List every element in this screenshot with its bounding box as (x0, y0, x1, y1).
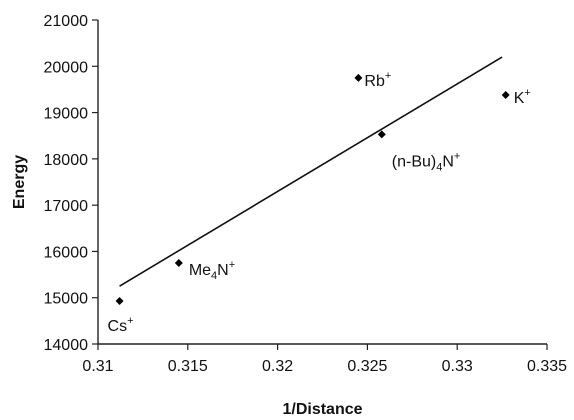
y-axis-title: Energy (11, 155, 28, 209)
y-tick-label: 15000 (44, 291, 89, 308)
y-tick-label: 20000 (44, 59, 89, 76)
point-labels-group: Cs+Me4N+Rb+(n-Bu)4N+K+ (108, 70, 531, 335)
ticks: 0.31 0.315 0.32 0.325 0.33 0.335 14000 15000 160… (44, 13, 568, 375)
point-label: K+ (514, 87, 531, 107)
point-label: Cs+ (108, 315, 134, 335)
points-group (115, 73, 510, 305)
point-label-superscript: + (385, 70, 391, 82)
point-label-superscript: + (127, 315, 133, 327)
data-point (174, 259, 183, 267)
y-tick-label: 16000 (44, 244, 89, 261)
point-label-subscript: 4 (436, 161, 442, 173)
point-label-text: K (514, 90, 525, 107)
point-label-suffix: N (217, 262, 229, 279)
data-point (501, 90, 510, 99)
point-label-text: Rb (364, 73, 385, 90)
point-label: (n-Bu)4N+ (392, 150, 461, 173)
y-tick-label: 19000 (44, 106, 89, 123)
point-label-superscript: + (229, 259, 235, 271)
x-tick-label: 0.315 (168, 358, 208, 375)
axes (97, 20, 547, 345)
point-label-superscript: + (524, 87, 530, 99)
x-tick-label: 0.31 (82, 358, 113, 375)
data-point (354, 73, 363, 82)
point-label-subscript: 4 (211, 270, 217, 282)
point-label: Me4N+ (189, 259, 235, 282)
x-tick-label: 0.33 (442, 358, 473, 375)
point-label-text: (n-Bu) (392, 153, 436, 170)
point-label-text: Cs (108, 318, 128, 335)
x-tick-label: 0.325 (347, 358, 387, 375)
x-tick-label: 0.32 (262, 358, 293, 375)
point-label-superscript: + (454, 150, 460, 162)
y-tick-label: 21000 (44, 13, 89, 30)
y-tick-label: 17000 (44, 198, 89, 215)
trendline (119, 56, 503, 287)
trendline-group (119, 56, 503, 287)
point-label-text: Me (189, 262, 211, 279)
data-point (115, 296, 124, 305)
x-tick-label: 0.335 (527, 358, 567, 375)
data-point (377, 130, 386, 139)
y-tick-label: 18000 (44, 152, 89, 169)
point-label-suffix: N (442, 153, 454, 170)
point-label: Rb+ (364, 70, 391, 90)
y-tick-label: 14000 (44, 337, 89, 354)
x-axis-title: 1/Distance (282, 401, 362, 418)
